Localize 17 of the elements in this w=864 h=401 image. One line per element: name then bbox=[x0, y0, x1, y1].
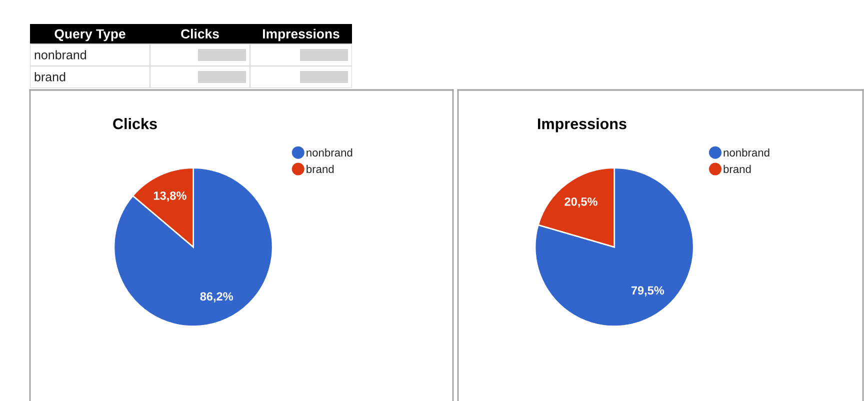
pie-slice bbox=[113, 167, 274, 328]
text: Clicks bbox=[181, 28, 219, 39]
pie-slice bbox=[534, 167, 694, 328]
chart-title: Impressions bbox=[538, 118, 626, 132]
text: Impressions bbox=[263, 28, 340, 42]
data-label: 79,5% bbox=[631, 286, 664, 296]
legend-label: nonbrand bbox=[306, 148, 352, 157]
legend-label: brand bbox=[724, 164, 751, 174]
chart-title: Clicks bbox=[113, 118, 157, 130]
data-label: 13,8% bbox=[154, 191, 186, 202]
text: Query Type bbox=[54, 29, 126, 42]
text: nonbrand bbox=[34, 50, 86, 60]
legend-label: brand bbox=[306, 164, 334, 174]
text: brand bbox=[34, 72, 66, 82]
legend-label: nonbrand bbox=[724, 148, 770, 157]
data-label: 20,5% bbox=[564, 197, 598, 208]
data-label: 86,2% bbox=[200, 292, 234, 302]
